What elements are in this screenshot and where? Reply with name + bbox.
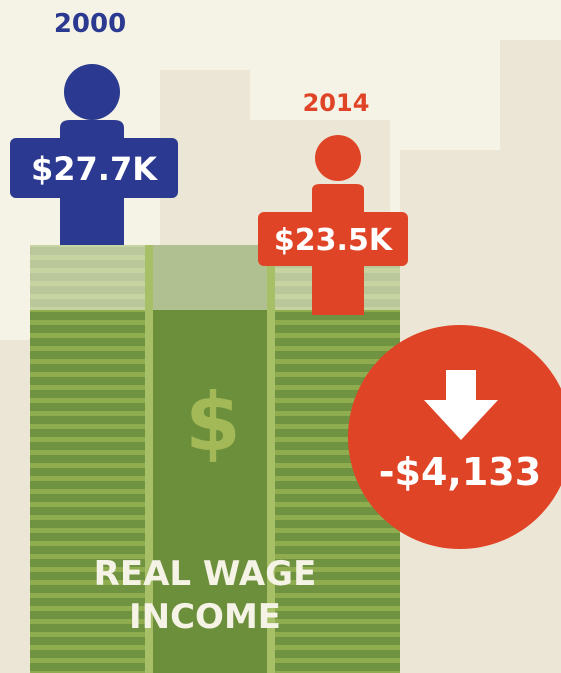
year-label: 2014	[303, 89, 370, 117]
wage-label: $23.5K	[274, 223, 394, 258]
person-2014: 2014 $23.5K	[258, 89, 408, 315]
money-label: REAL WAGE	[94, 554, 317, 594]
wage-label: $27.7K	[31, 150, 158, 188]
money-stack: $ REAL WAGE INCOME	[30, 245, 400, 673]
change-value: -$4,133	[379, 450, 541, 494]
money-label: INCOME	[129, 597, 281, 637]
change-badge: -$4,133	[348, 325, 561, 549]
dollar-sign: $	[185, 376, 241, 469]
year-label: 2000	[54, 9, 126, 39]
person-2000: 2000 $27.7K	[10, 9, 178, 245]
